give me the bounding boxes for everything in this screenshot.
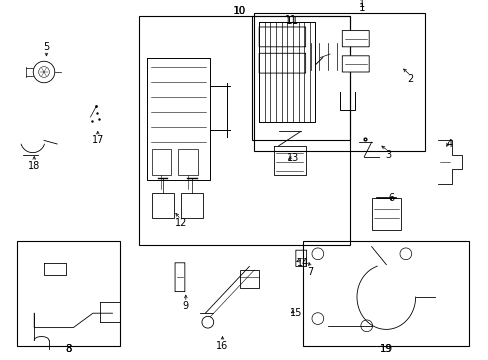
Bar bbox=[151, 149, 171, 175]
Text: 6: 6 bbox=[387, 193, 393, 203]
Text: 14: 14 bbox=[296, 258, 309, 268]
FancyBboxPatch shape bbox=[342, 31, 368, 47]
Text: 15: 15 bbox=[289, 308, 302, 318]
Bar bbox=[151, 193, 173, 218]
Text: 2: 2 bbox=[407, 74, 413, 84]
Text: 4: 4 bbox=[446, 139, 452, 149]
Text: 18: 18 bbox=[28, 161, 41, 171]
Text: 8: 8 bbox=[65, 344, 72, 354]
Bar bbox=[181, 193, 203, 218]
Text: 16: 16 bbox=[216, 341, 228, 351]
Text: 10: 10 bbox=[233, 6, 245, 16]
Text: 1: 1 bbox=[358, 3, 365, 13]
Text: 1: 1 bbox=[358, 0, 364, 9]
Bar bbox=[239, 270, 259, 288]
Text: 12: 12 bbox=[174, 218, 187, 228]
Text: 10: 10 bbox=[233, 6, 245, 16]
Text: 11: 11 bbox=[284, 15, 297, 25]
Bar bbox=[371, 198, 400, 230]
Bar bbox=[303, 241, 468, 346]
Bar bbox=[17, 241, 120, 346]
Text: 19: 19 bbox=[379, 344, 392, 354]
Bar bbox=[251, 16, 349, 140]
Text: 8: 8 bbox=[65, 344, 71, 354]
Text: 7: 7 bbox=[307, 267, 313, 277]
Text: 9: 9 bbox=[183, 301, 188, 311]
Text: 5: 5 bbox=[43, 42, 49, 52]
Text: 13: 13 bbox=[286, 153, 299, 163]
Bar bbox=[139, 16, 349, 245]
Bar bbox=[254, 13, 425, 151]
Text: 17: 17 bbox=[91, 135, 104, 145]
Text: 3: 3 bbox=[385, 150, 391, 160]
Text: 11: 11 bbox=[285, 16, 299, 26]
Bar bbox=[178, 149, 198, 175]
Text: 19: 19 bbox=[379, 344, 392, 354]
FancyBboxPatch shape bbox=[342, 56, 368, 72]
